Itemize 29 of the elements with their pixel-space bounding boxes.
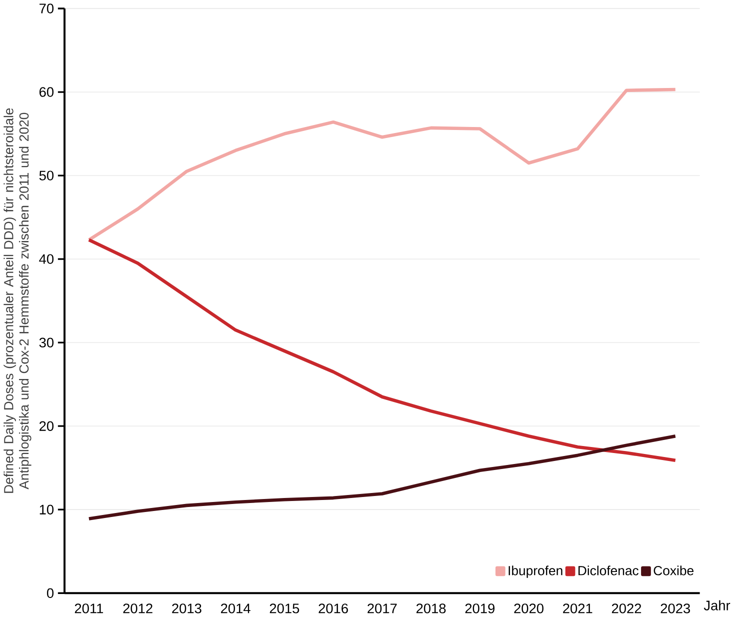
legend-label: Ibuprofen: [508, 566, 562, 578]
x-tick-label: 2021: [563, 604, 592, 614]
line-series: [87, 88, 678, 242]
y-tick-label: 60: [40, 87, 54, 97]
x-tick-label: 2015: [270, 604, 300, 614]
x-tick-label: 2013: [172, 604, 202, 614]
y-tick-label: 20: [40, 421, 54, 431]
x-tick-label: 2022: [612, 604, 642, 614]
x-tick-label: 2023: [660, 604, 690, 614]
y-tick-label: 70: [40, 4, 54, 14]
y-tick-label: 50: [39, 170, 54, 180]
x-tick-label: 2011: [74, 604, 104, 614]
x-tick-label: 2019: [465, 604, 494, 614]
x-tick-label: 2014: [220, 604, 250, 614]
x-axis-title: Jahr: [704, 600, 730, 610]
y-tick-label: 10: [40, 504, 54, 514]
x-tick-label: 2012: [123, 604, 152, 614]
x-tick-label: 2018: [416, 604, 446, 614]
line-series: [87, 434, 678, 520]
x-tick-label: 2020: [514, 604, 544, 614]
y-axis-title: Defined Daily Doses (prozentualer Anteil DDD) für nichtsteroidale Antiphlogistika und Cox-2 Hemmstoffe zwischen 2011 und 2020: [4, 108, 32, 493]
x-tick-label: 2016: [318, 604, 348, 614]
y-tick-label: 40: [39, 254, 54, 264]
y-tick-label: 30: [39, 338, 54, 348]
x-tick-label: 2017: [368, 604, 397, 614]
legend-label: Coxibe: [654, 566, 694, 576]
legend-label: Diclofenac: [578, 566, 638, 576]
y-tick-label: 0: [46, 588, 54, 598]
line-series: [87, 238, 678, 462]
